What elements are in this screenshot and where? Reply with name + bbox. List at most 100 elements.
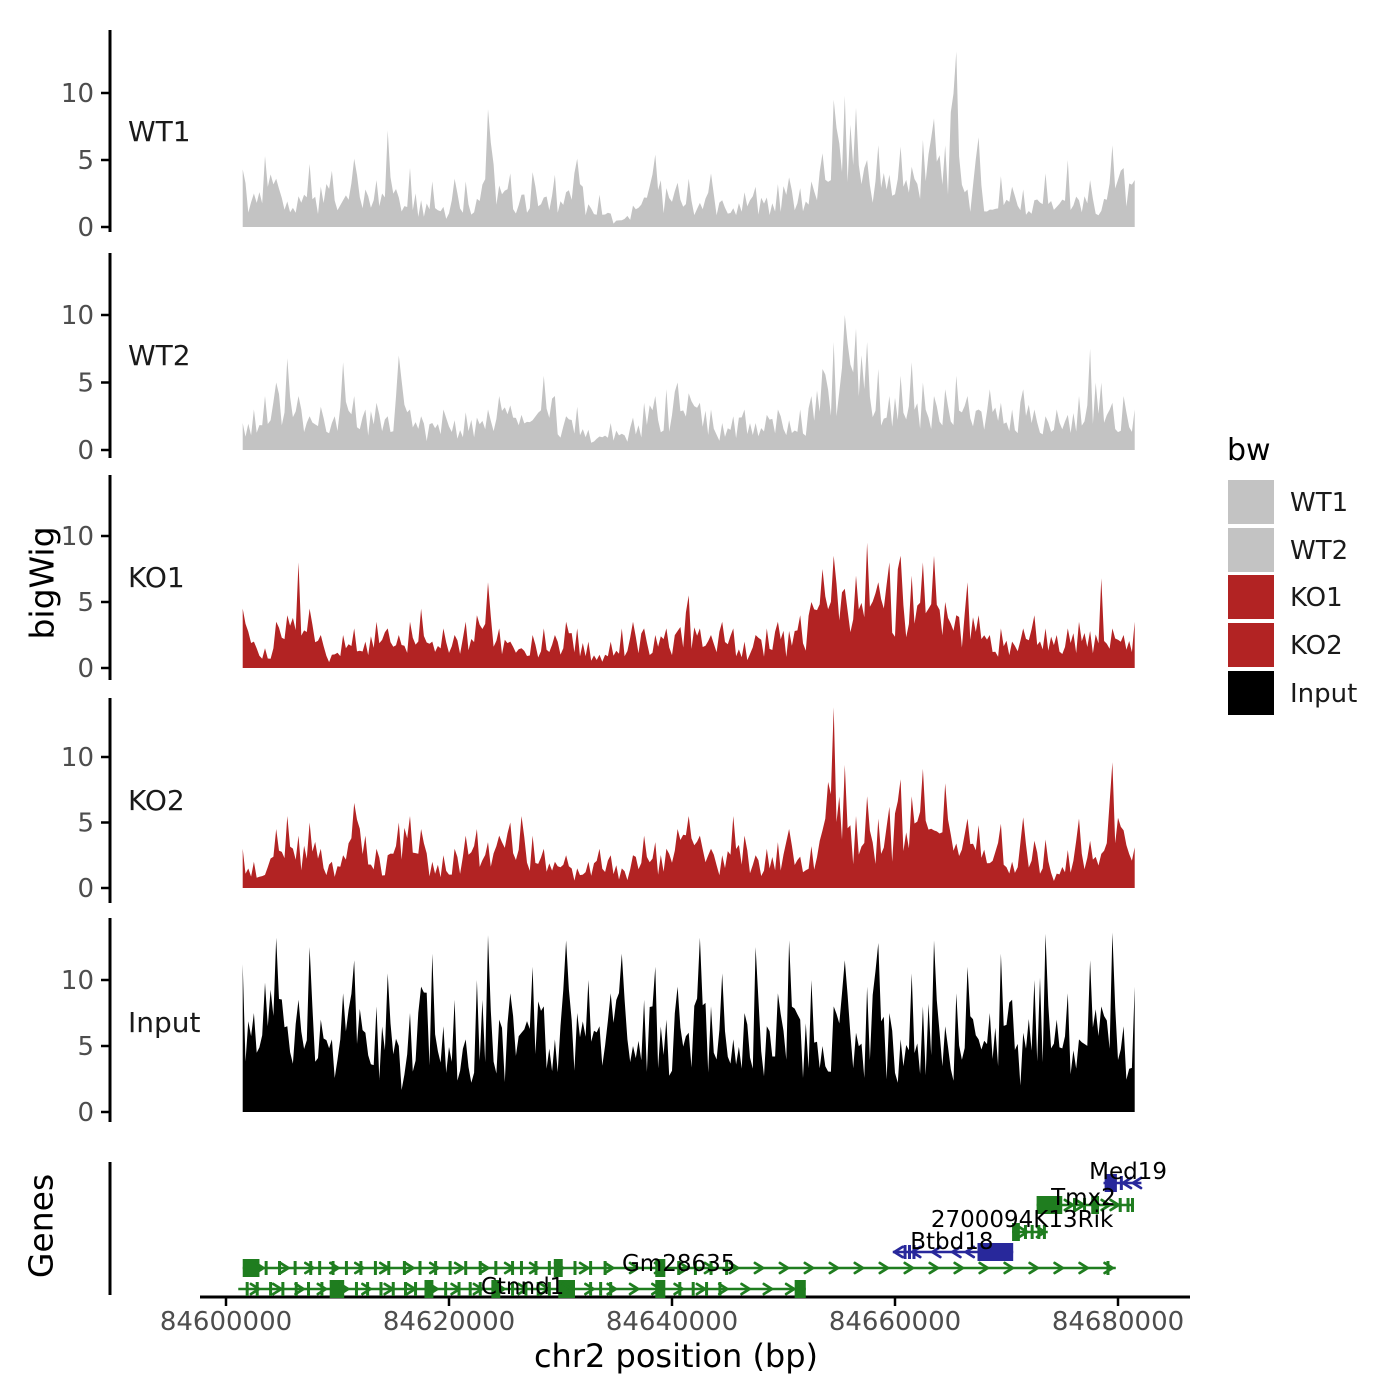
- gene-exon-tick-Ctnnd1: [281, 1282, 285, 1296]
- gene-strand-arrow-Gm28635: [478, 1261, 490, 1275]
- gene-label-Gm28635: Gm28635: [622, 1251, 735, 1277]
- gene-strand-arrow-Gm28635: [304, 1261, 315, 1275]
- coverage-area-KO2: [242, 707, 1135, 888]
- gene-exon-tick-Tmx2: [1118, 1198, 1122, 1212]
- gene-exon-box-Med19: [1104, 1174, 1117, 1192]
- gene-strand-arrow-Gm28635: [728, 1261, 740, 1275]
- gene-strand-arrow-Med19: [1121, 1176, 1133, 1190]
- gene-strand-arrow-Gm28635: [1028, 1261, 1040, 1275]
- gene-strand-arrow-2700094K13Rik: [1035, 1225, 1047, 1239]
- gene-strand-arrow-Gm28635: [878, 1261, 890, 1275]
- gene-strand-arrow-Ctnnd1: [383, 1282, 395, 1296]
- panel-label-KO2: KO2: [128, 784, 185, 817]
- gene-strand-arrow-Ctnnd1: [294, 1282, 305, 1296]
- gene-strand-arrow-Gm28635: [279, 1261, 290, 1275]
- gene-exon-tick-Btbd18: [903, 1245, 907, 1259]
- legend-label-KO1: KO1: [1290, 583, 1343, 613]
- gene-strand-arrow-Ctnnd1: [450, 1282, 462, 1296]
- gene-strand-arrow-Ctnnd1: [561, 1282, 573, 1296]
- gene-strand-arrow-Ctnnd1: [784, 1282, 796, 1296]
- gene-exon-tick-Gm28635: [693, 1261, 697, 1275]
- y-tick-label: 5: [77, 588, 94, 618]
- gene-strand-arrow-Ctnnd1: [650, 1282, 662, 1296]
- gene-exon-tick-Ctnnd1: [404, 1282, 408, 1296]
- gene-strand-arrow-Gm28635: [403, 1261, 415, 1275]
- y-tick-label: 0: [77, 436, 94, 466]
- gene-strand-arrow-Tmx2: [1074, 1198, 1086, 1212]
- gene-strand-arrow-Gm28635: [578, 1261, 590, 1275]
- legend-title: bw: [1227, 433, 1271, 468]
- gene-strand-arrow-Ctnnd1: [517, 1282, 528, 1296]
- gene-exon-tick-Ctnnd1: [678, 1282, 682, 1296]
- gene-exon-tick-Gm28635: [725, 1261, 729, 1275]
- gene-strand-arrow-Gm28635: [853, 1261, 865, 1275]
- gene-exon-tick-Ctnnd1: [718, 1282, 722, 1296]
- gene-exon-tick-Gm28635: [589, 1261, 593, 1275]
- gene-exon-tick-Ctnnd1: [599, 1282, 603, 1296]
- y-tick-label: 0: [77, 874, 94, 904]
- gene-strand-arrow-Ctnnd1: [472, 1282, 484, 1296]
- y-tick-label: 10: [61, 79, 94, 109]
- gene-exon-tick-Ctnnd1: [379, 1282, 383, 1296]
- coverage-area-WT1: [242, 51, 1135, 227]
- y-tick-label: 5: [77, 146, 94, 176]
- y-tick-label: 10: [61, 301, 94, 331]
- gene-exon-tick-Gm28635: [293, 1261, 297, 1275]
- gene-strand-arrow-Med19: [1131, 1176, 1143, 1190]
- legend-swatch-KO1: [1228, 575, 1274, 619]
- gene-strand-arrow-Gm28635: [978, 1261, 990, 1275]
- y-tick-label: 10: [61, 743, 94, 773]
- gene-exon-tick-Ctnnd1: [468, 1282, 472, 1296]
- gene-strand-arrow-Btbd18: [964, 1245, 976, 1259]
- gene-exon-tick-Gm28635: [373, 1261, 377, 1275]
- gene-strand-arrow-Gm28635: [453, 1261, 465, 1275]
- gene-strand-arrow-Gm28635: [903, 1261, 915, 1275]
- gene-label-Tmx2: Tmx2: [1050, 1185, 1116, 1211]
- gene-exon-tick-Ctnnd1: [366, 1282, 370, 1296]
- gene-strand-arrow-Tmx2: [1063, 1198, 1075, 1212]
- gene-strand-arrow-Ctnnd1: [405, 1282, 417, 1296]
- gene-exon-tick-Tmx2: [1130, 1198, 1134, 1212]
- legend-swatch-Input: [1228, 671, 1274, 715]
- gene-strand-arrow-Gm28635: [953, 1261, 965, 1275]
- gene-exon-box-Btbd18: [977, 1243, 1014, 1261]
- gene-exon-box-Tmx2: [1036, 1196, 1063, 1214]
- panel-label-WT2: WT2: [128, 339, 191, 372]
- y-axis-title-bigwig: bigWig: [22, 526, 62, 640]
- gene-exon-tick-Gm28635: [1106, 1261, 1110, 1275]
- gene-strand-arrow-Gm28635: [653, 1261, 665, 1275]
- gene-exon-tick-Ctnnd1: [511, 1282, 515, 1296]
- panel-label-Input: Input: [128, 1006, 201, 1039]
- legend-label-Input: Input: [1290, 679, 1357, 709]
- gene-strand-arrow-Gm28635: [678, 1261, 690, 1275]
- gene-exon-tick-Ctnnd1: [536, 1282, 540, 1296]
- gene-exon-box-Ctnnd1: [491, 1280, 501, 1298]
- legend-label-WT1: WT1: [1290, 488, 1348, 518]
- gene-strand-arrow-Ctnnd1: [316, 1282, 328, 1296]
- panel-label-KO1: KO1: [128, 561, 185, 594]
- gene-strand-arrow-Ctnnd1: [539, 1282, 551, 1296]
- gene-strand-arrow-Btbd18: [930, 1245, 942, 1259]
- x-tick-label: 84600000: [160, 1307, 292, 1337]
- gene-label-Btbd18: Btbd18: [910, 1229, 993, 1255]
- gene-exon-tick-Gm28635: [448, 1261, 452, 1275]
- gene-exon-tick-Ctnnd1: [354, 1282, 358, 1296]
- x-axis-title: chr2 position (bp): [533, 1337, 819, 1375]
- gene-exon-box-Ctnnd1: [424, 1280, 434, 1298]
- y-tick-label: 10: [61, 522, 94, 552]
- gene-exon-tick-Gm28635: [418, 1261, 422, 1275]
- gene-exon-tick-Gm28635: [264, 1261, 268, 1275]
- gene-label-2700094K13Rik: 2700094K13Rik: [931, 1207, 1114, 1233]
- gene-exon-tick-Gm28635: [478, 1261, 482, 1275]
- gene-exon-tick-Gm28635: [573, 1261, 577, 1275]
- gene-strand-arrow-Gm28635: [1078, 1261, 1090, 1275]
- gene-exon-tick-Gm28635: [402, 1261, 406, 1275]
- gene-strand-arrow-2700094K13Rik: [1017, 1225, 1029, 1239]
- gene-strand-arrow-Ctnnd1: [494, 1282, 506, 1296]
- gene-exon-tick-Gm28635: [519, 1261, 523, 1275]
- gene-strand-arrow-Gm28635: [603, 1261, 615, 1275]
- gene-exon-tick-Gm28635: [434, 1261, 438, 1275]
- gene-strand-arrow-Gm28635: [803, 1261, 815, 1275]
